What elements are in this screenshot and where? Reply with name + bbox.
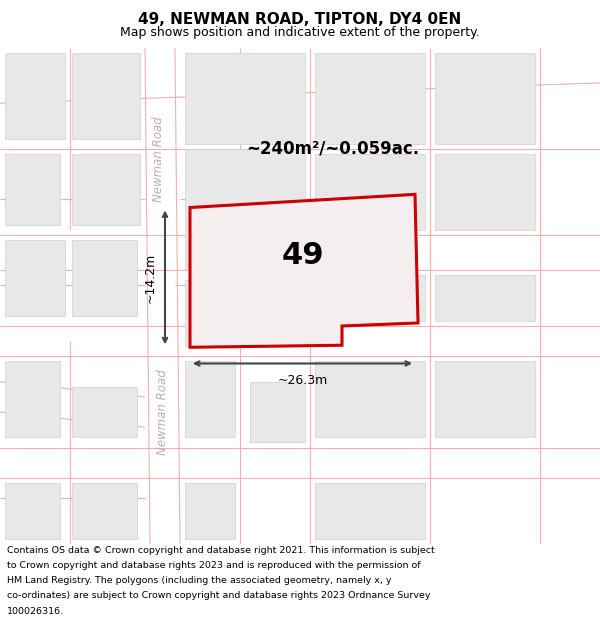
Bar [250,276,305,316]
Bar [435,276,535,321]
Bar [315,154,425,230]
Bar [72,387,137,438]
Text: Newman Road: Newman Road [151,116,164,202]
Text: 100026316.: 100026316. [7,607,64,616]
Bar [315,276,425,321]
Bar [315,361,425,438]
Bar [435,361,535,438]
Bar [5,154,60,225]
Bar [185,281,235,346]
Bar [250,382,305,442]
Bar [5,240,65,316]
Text: 49: 49 [281,241,324,269]
Text: to Crown copyright and database rights 2023 and is reproduced with the permissio: to Crown copyright and database rights 2… [7,561,421,570]
Text: 49, NEWMAN ROAD, TIPTON, DY4 0EN: 49, NEWMAN ROAD, TIPTON, DY4 0EN [139,12,461,27]
Text: ~240m²/~0.059ac.: ~240m²/~0.059ac. [246,140,419,158]
Bar [5,361,60,438]
Bar [185,52,305,144]
Bar [435,154,535,230]
Text: HM Land Registry. The polygons (including the associated geometry, namely x, y: HM Land Registry. The polygons (includin… [7,576,392,585]
Bar [72,154,140,225]
Text: Map shows position and indicative extent of the property.: Map shows position and indicative extent… [120,26,480,39]
Bar [435,52,535,144]
Bar [5,483,60,539]
Bar [72,240,137,316]
Text: ~14.2m: ~14.2m [144,253,157,302]
Bar [185,361,235,438]
Bar [5,52,65,139]
Text: ~26.3m: ~26.3m [277,374,328,387]
Bar [315,52,425,144]
Polygon shape [190,194,418,348]
Text: co-ordinates) are subject to Crown copyright and database rights 2023 Ordnance S: co-ordinates) are subject to Crown copyr… [7,591,431,601]
Bar [315,483,425,539]
Text: Contains OS data © Crown copyright and database right 2021. This information is : Contains OS data © Crown copyright and d… [7,546,435,554]
Bar [185,483,235,539]
Bar [185,149,305,270]
Bar [72,52,140,139]
Text: Newman Road: Newman Road [157,369,170,455]
Bar [72,483,137,539]
